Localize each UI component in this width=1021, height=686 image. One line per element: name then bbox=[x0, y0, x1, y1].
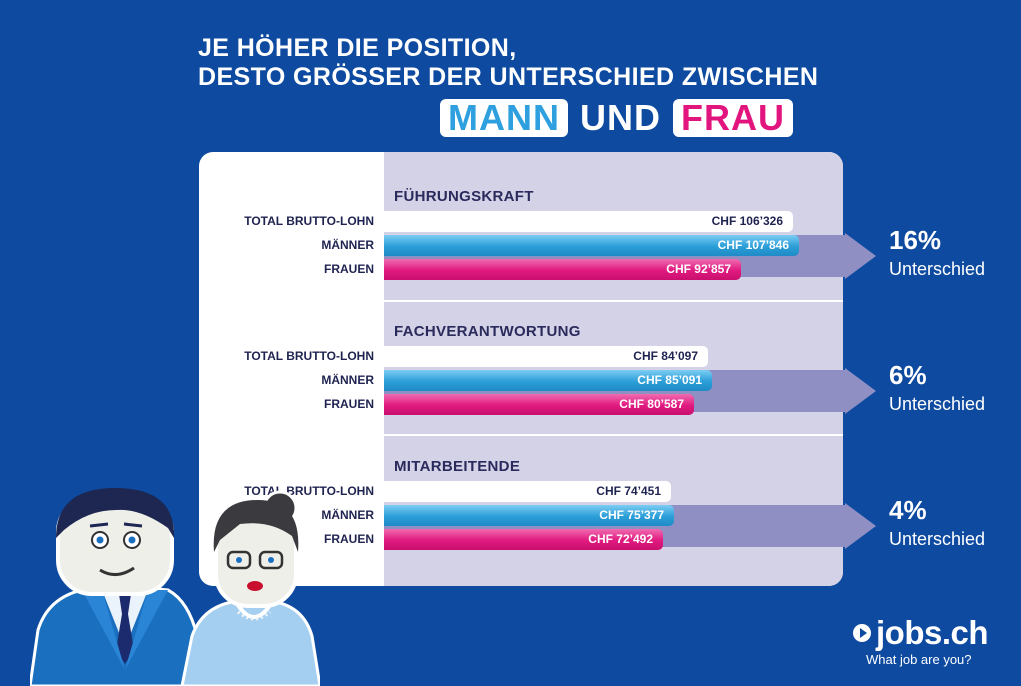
group-title: FACHVERANTWORTUNG bbox=[394, 323, 581, 340]
bar-women: CHF 72’492 bbox=[384, 529, 663, 550]
difference-percent: 6% bbox=[889, 360, 927, 390]
word-woman: FRAU bbox=[672, 99, 793, 137]
chart-group: MITARBEITENDE TOTAL BRUTTO-LOHN CHF 74’451… bbox=[0, 453, 1021, 593]
section-divider bbox=[384, 434, 843, 436]
chart-group: FÜHRUNGSKRAFT TOTAL BRUTTO-LOHN CHF 106’32… bbox=[0, 183, 1021, 323]
title-line-2: DESTO GRÖSSER DER UNTERSCHIED ZWISCHEN bbox=[198, 63, 819, 91]
bar-men: CHF 85’091 bbox=[384, 370, 712, 391]
chart-title: JE HÖHER DIE POSITION, DESTO GRÖSSER DER… bbox=[198, 34, 818, 92]
headline-man-and-woman: MANN UND FRAU bbox=[440, 98, 793, 138]
brand-logo[interactable]: jobs.ch What job are you? bbox=[852, 614, 989, 667]
characters-illustration bbox=[30, 488, 320, 686]
chart-group: FACHVERANTWORTUNG TOTAL BRUTTO-LOHN CHF 84… bbox=[0, 318, 1021, 458]
bar-total: CHF 74’451 bbox=[384, 481, 671, 502]
bar-women: CHF 92’857 bbox=[384, 259, 741, 280]
group-title: FÜHRUNGSKRAFT bbox=[394, 188, 534, 205]
section-divider bbox=[384, 300, 843, 302]
bar-women: CHF 80’587 bbox=[384, 394, 694, 415]
row-label-women: FRAUEN bbox=[324, 532, 374, 546]
brand-name: jobs.ch bbox=[876, 614, 989, 651]
brand-tagline: What job are you? bbox=[866, 652, 972, 667]
bar-men: CHF 75’377 bbox=[384, 505, 674, 526]
play-arrow-icon bbox=[853, 624, 871, 642]
bar-total: CHF 106’326 bbox=[384, 211, 793, 232]
man-illustration bbox=[30, 488, 206, 686]
word-and: UND bbox=[579, 97, 661, 138]
difference-label: Unterschied bbox=[889, 259, 986, 279]
row-label-women: FRAUEN bbox=[324, 262, 374, 276]
row-label-men: MÄNNER bbox=[321, 508, 374, 522]
difference-label: Unterschied bbox=[889, 394, 986, 414]
difference-percent: 16% bbox=[889, 225, 942, 255]
title-line-1: JE HÖHER DIE POSITION, bbox=[198, 34, 517, 62]
difference-percent: 4% bbox=[889, 495, 927, 525]
woman-illustration bbox=[180, 490, 320, 686]
difference-label: Unterschied bbox=[889, 529, 986, 549]
row-label-total: TOTAL BRUTTO-LOHN bbox=[244, 349, 374, 363]
bar-total: CHF 84’097 bbox=[384, 346, 708, 367]
group-title: MITARBEITENDE bbox=[394, 458, 521, 475]
row-label-women: FRAUEN bbox=[324, 397, 374, 411]
row-label-total: TOTAL BRUTTO-LOHN bbox=[244, 214, 374, 228]
row-label-men: MÄNNER bbox=[321, 373, 374, 387]
bar-men: CHF 107’846 bbox=[384, 235, 799, 256]
row-label-men: MÄNNER bbox=[321, 238, 374, 252]
word-man: MANN bbox=[440, 99, 568, 137]
